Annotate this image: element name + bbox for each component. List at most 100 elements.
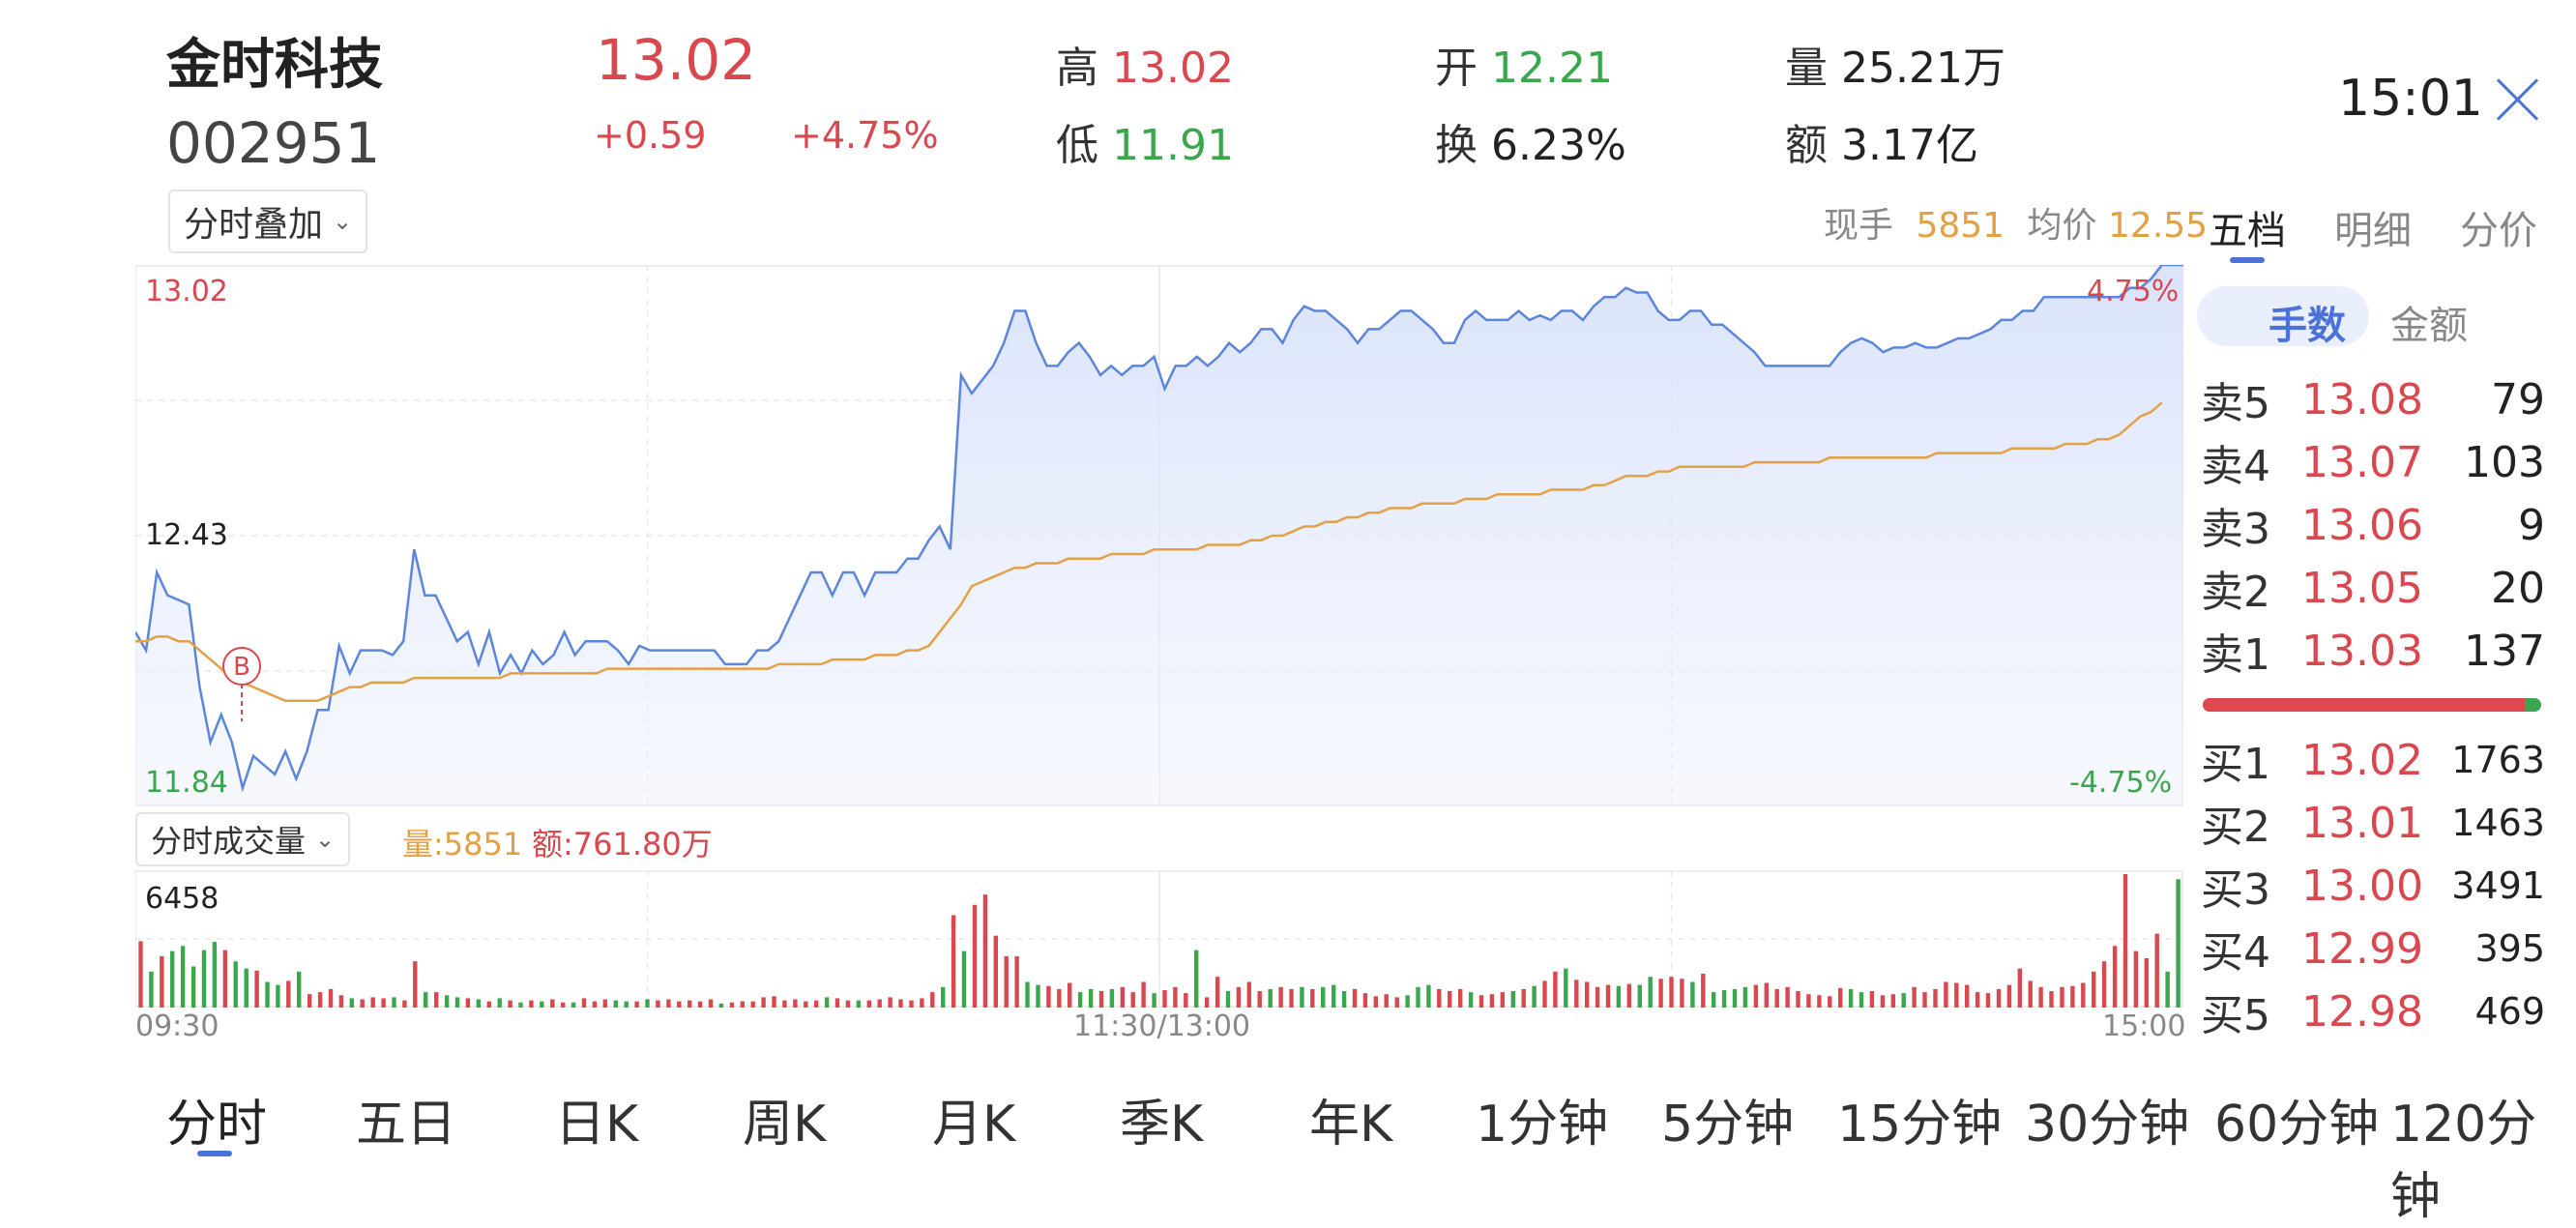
volume-bar: [1068, 982, 1072, 1008]
buy-marker-label: B: [233, 653, 250, 682]
volume-bar: [486, 1001, 491, 1008]
buy-row-2: 买2 13.01 1463: [2201, 792, 2545, 854]
tab-details[interactable]: 明细: [2334, 209, 2412, 253]
volume-bar: [2006, 984, 2012, 1008]
avg-price-line: [135, 401, 2163, 703]
volume-bar: [328, 988, 334, 1008]
tab-intraday-underline: [197, 1151, 232, 1156]
volume-bar: [1225, 991, 1231, 1008]
tab-five-levels[interactable]: 五档: [2209, 209, 2286, 253]
tab-monthly-k[interactable]: 月K: [932, 1096, 1016, 1154]
volume-bar: [454, 997, 460, 1008]
volume-bar: [1300, 986, 1304, 1008]
volume-bar: [1637, 984, 1642, 1008]
sell-row-1: 卖1 13.03 137: [2201, 620, 2545, 682]
buy-price: 13.02: [2301, 735, 2423, 785]
volume-bar: [1394, 997, 1399, 1008]
tab-yearly-k[interactable]: 年K: [1309, 1096, 1393, 1154]
volume-bar: [2081, 982, 2086, 1008]
volume-bar: [1405, 995, 1410, 1008]
sell-label: 卖5: [2201, 379, 2270, 428]
volume-bar: [2049, 991, 2054, 1008]
volume-type-dropdown[interactable]: 分时成交量 ⌄: [135, 812, 351, 866]
volume-bar: [804, 1001, 808, 1008]
volume-bar: [1173, 986, 1178, 1008]
turnover-amount-label: 额:761.80万: [532, 826, 713, 863]
volume-bar: [951, 915, 956, 1008]
volume-bar: [1701, 974, 1706, 1008]
volume-bar: [1341, 991, 1347, 1008]
volume-bar: [1712, 992, 1716, 1008]
volume-bar: [1448, 991, 1452, 1008]
volume-bar: [402, 1000, 407, 1008]
tab-120min[interactable]: 120分钟: [2390, 1096, 2537, 1226]
volume-bar: [1458, 988, 1463, 1008]
volume-bar: [1774, 988, 1779, 1008]
sell-volume: 20: [2491, 563, 2545, 613]
toggle-hands[interactable]: 手数: [2269, 304, 2346, 348]
tab-five-day[interactable]: 五日: [356, 1096, 457, 1154]
time-label-midday: 11:30/13:00: [1073, 1009, 1251, 1043]
tab-1min[interactable]: 1分钟: [1476, 1096, 1609, 1154]
volume-bar: [834, 998, 840, 1008]
volume-bar: [824, 997, 830, 1008]
volume-bar: [961, 950, 967, 1008]
overlay-dropdown[interactable]: 分时叠加 ⌄: [168, 190, 368, 253]
tab-15min[interactable]: 15分钟: [1837, 1096, 2003, 1154]
volume-bar: [1204, 997, 1210, 1008]
volume-bar: [1764, 982, 1769, 1008]
tab-intraday[interactable]: 分时: [166, 1096, 268, 1154]
buy-volume: 3491: [2451, 864, 2545, 907]
intraday-price-chart[interactable]: B: [135, 265, 2183, 806]
volume-bar: [1521, 988, 1526, 1008]
volume-bar: [1004, 955, 1009, 1008]
volume-bar: [360, 999, 365, 1008]
buy-row-4: 买4 12.99 395: [2201, 918, 2545, 979]
sell-label: 卖3: [2201, 505, 2270, 554]
volume-bar: [233, 961, 238, 1008]
tab-daily-k[interactable]: 日K: [555, 1096, 639, 1154]
volume-bar: [1321, 986, 1326, 1008]
volume-bar: [1141, 981, 1146, 1008]
volume-bar: [317, 992, 323, 1008]
current-hand-value: 5851: [1916, 206, 2005, 246]
volume-bar: [1690, 981, 1695, 1008]
volume-bar: [708, 999, 714, 1008]
tab-5min[interactable]: 5分钟: [1661, 1096, 1795, 1154]
volume-bar-chart[interactable]: [135, 870, 2183, 1008]
volume-bar: [1806, 994, 1811, 1008]
buy-label: 买3: [2201, 865, 2270, 915]
volume-bar: [1236, 986, 1242, 1008]
volume-bar: [1796, 991, 1800, 1008]
volume-bar: [1246, 981, 1251, 1008]
volume-bar: [877, 999, 882, 1008]
toggle-amount[interactable]: 金额: [2390, 304, 2468, 348]
sell-price: 13.08: [2301, 374, 2423, 424]
volume-bar: [845, 1000, 851, 1008]
tab-60min[interactable]: 60分钟: [2214, 1096, 2380, 1154]
price-change: +0.59: [594, 114, 707, 157]
volume-bar: [1721, 990, 1727, 1008]
volume-bar: [1648, 977, 1653, 1008]
volume-bar: [465, 998, 471, 1008]
volume-bar: [1184, 993, 1188, 1008]
close-icon[interactable]: [2493, 75, 2541, 124]
volume-bar: [2101, 961, 2107, 1008]
tab-weekly-k[interactable]: 周K: [743, 1096, 827, 1154]
tab-five-levels-underline: [2230, 257, 2265, 263]
tab-price-split[interactable]: 分价: [2460, 209, 2537, 253]
buy-label: 买2: [2201, 803, 2270, 852]
volume-bar: [1975, 992, 1980, 1008]
volume-bar: [222, 950, 227, 1008]
top-price-label: 13.02: [145, 275, 228, 308]
clock-time: 15:01: [2338, 70, 2483, 128]
tab-quarterly-k[interactable]: 季K: [1120, 1096, 1204, 1154]
open-label: 开: [1435, 44, 1478, 93]
volume-bar: [392, 997, 396, 1008]
tab-30min[interactable]: 30分钟: [2025, 1096, 2190, 1154]
volume-bar: [254, 970, 259, 1008]
volume-bar: [920, 998, 924, 1008]
buy-label: 买4: [2201, 928, 2270, 978]
volume-bar: [1057, 988, 1062, 1008]
volume-bar: [613, 1000, 618, 1008]
